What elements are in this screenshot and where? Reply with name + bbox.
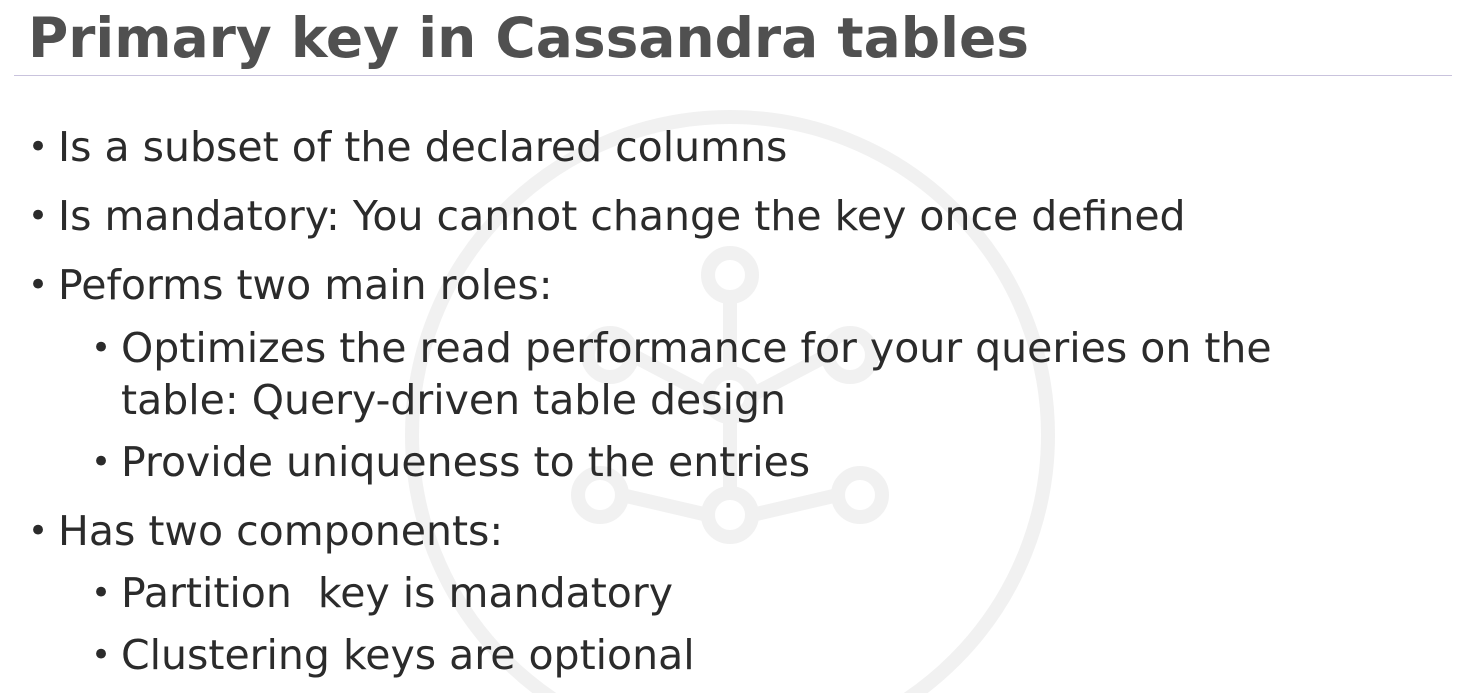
bullet-dot-icon: • bbox=[28, 265, 49, 305]
sub-bullet-text: Partition key is mandatory bbox=[121, 569, 673, 617]
bullet-item: • Has two components: bbox=[28, 505, 504, 557]
bullet-item: • Is a subset of the declared columns bbox=[28, 121, 788, 173]
bullet-dot-icon: • bbox=[91, 328, 112, 368]
slide-title: Primary key in Cassandra tables bbox=[28, 6, 1030, 70]
sub-bullet-text: Clustering keys are optional bbox=[121, 631, 695, 679]
bullet-dot-icon: • bbox=[28, 127, 49, 167]
title-divider bbox=[14, 75, 1452, 76]
bullet-text: Is a subset of the declared columns bbox=[58, 123, 788, 171]
bullet-text: Peforms two main roles: bbox=[58, 261, 553, 309]
bullet-item: • Peforms two main roles: bbox=[28, 259, 553, 311]
bullet-text: Has two components: bbox=[58, 507, 504, 555]
bullet-item: • Is mandatory: You cannot change the ke… bbox=[28, 190, 1186, 242]
bullet-dot-icon: • bbox=[28, 511, 49, 551]
sub-bullet-item: • Provide uniqueness to the entries bbox=[91, 436, 811, 488]
bullet-dot-icon: • bbox=[91, 635, 112, 675]
sub-bullet-item: • Optimizes the read performance for you… bbox=[91, 322, 1272, 374]
sub-bullet-text-line-2: table: Query-driven table design bbox=[121, 376, 787, 424]
sub-bullet-item: • Partition key is mandatory bbox=[91, 567, 673, 619]
sub-bullet-text-line-1: Optimizes the read performance for your … bbox=[121, 324, 1272, 372]
bullet-text: Is mandatory: You cannot change the key … bbox=[58, 192, 1186, 240]
bullet-dot-icon: • bbox=[28, 196, 49, 236]
sub-bullet-continuation: table: Query-driven table design bbox=[121, 374, 786, 426]
sub-bullet-text: Provide uniqueness to the entries bbox=[121, 438, 811, 486]
bullet-dot-icon: • bbox=[91, 442, 112, 482]
sub-bullet-item: • Clustering keys are optional bbox=[91, 629, 695, 681]
bullet-dot-icon: • bbox=[91, 573, 112, 613]
